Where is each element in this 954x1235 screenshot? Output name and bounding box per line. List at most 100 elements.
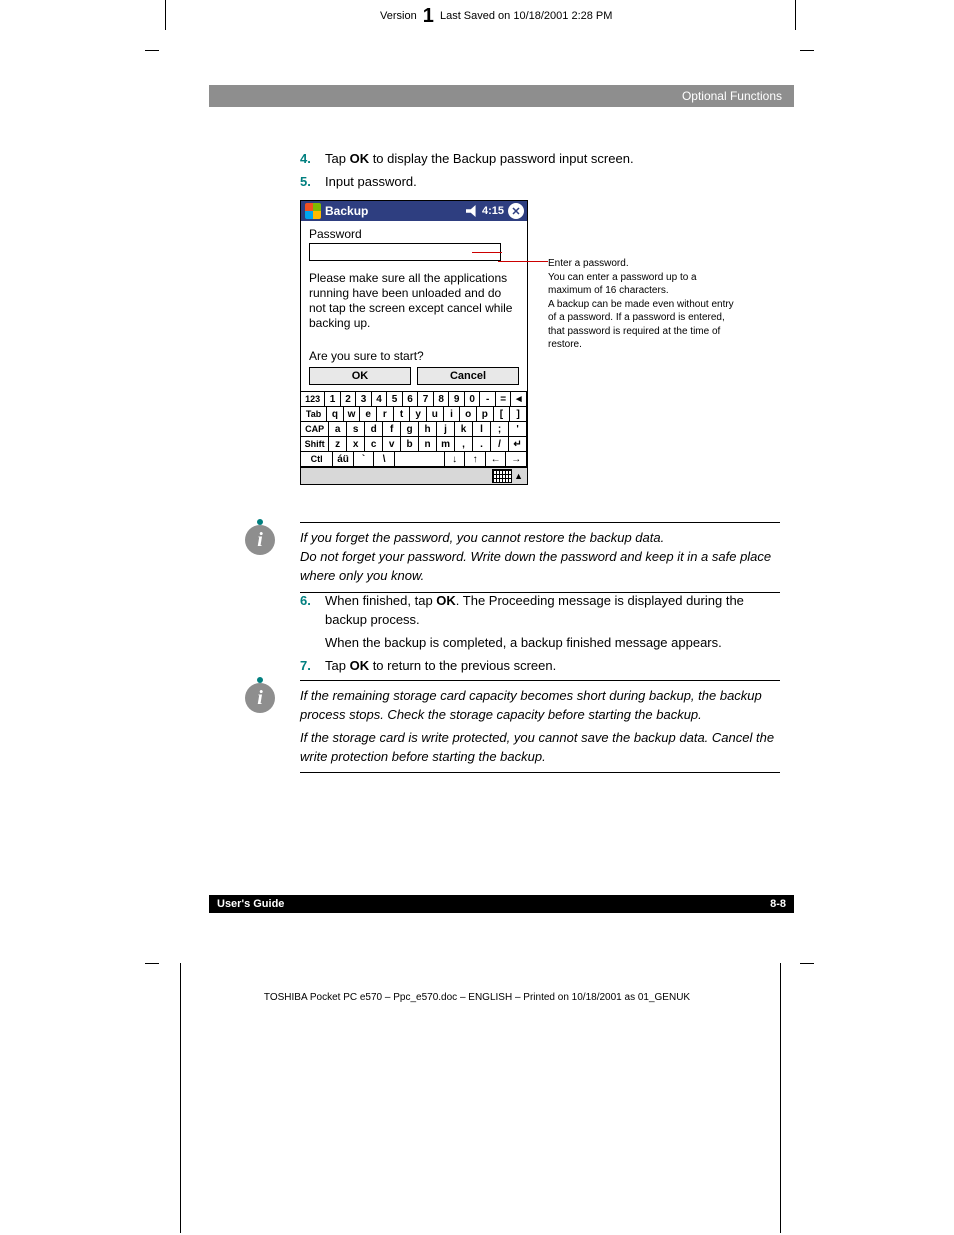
kb-key[interactable]: o	[460, 407, 477, 422]
text: Tap	[325, 151, 350, 166]
crop-mark	[180, 963, 181, 1233]
kb-key[interactable]: l	[473, 422, 491, 437]
kb-key[interactable]: q	[327, 407, 344, 422]
kb-key[interactable]: a	[329, 422, 347, 437]
kb-key[interactable]: j	[437, 422, 455, 437]
kb-key[interactable]: e	[360, 407, 377, 422]
kb-key[interactable]: i	[444, 407, 461, 422]
kb-key[interactable]: ;	[491, 422, 509, 437]
kb-key[interactable]: ↑	[465, 452, 486, 467]
kb-key[interactable]: t	[394, 407, 411, 422]
kb-spacebar[interactable]	[395, 452, 445, 467]
kb-key[interactable]: ↓	[445, 452, 466, 467]
kb-key[interactable]: 4	[372, 392, 388, 407]
kb-key[interactable]: 3	[356, 392, 372, 407]
kb-key[interactable]: ]	[510, 407, 527, 422]
kb-key[interactable]: p	[477, 407, 494, 422]
step-number: 4.	[300, 150, 325, 169]
version-label: Version	[380, 10, 417, 22]
kb-key[interactable]: c	[365, 437, 383, 452]
kb-key[interactable]: k	[455, 422, 473, 437]
keyboard-icon[interactable]	[492, 469, 512, 483]
password-input[interactable]	[309, 243, 501, 261]
up-arrow-icon[interactable]: ▲	[514, 471, 523, 481]
kb-key[interactable]: r	[377, 407, 394, 422]
kb-key[interactable]: áü	[333, 452, 354, 467]
kb-key[interactable]: v	[383, 437, 401, 452]
kb-key[interactable]: d	[365, 422, 383, 437]
kb-key[interactable]: 2	[341, 392, 357, 407]
kb-key[interactable]: z	[329, 437, 347, 452]
kb-key[interactable]: y	[410, 407, 427, 422]
text-bold: OK	[436, 593, 456, 608]
close-button[interactable]: ✕	[508, 203, 524, 219]
kb-key[interactable]: [	[494, 407, 511, 422]
kb-row: CAP a s d f g h j k l ; '	[301, 422, 527, 437]
kb-key[interactable]: 6	[403, 392, 419, 407]
kb-key[interactable]: ◄	[511, 392, 527, 407]
kb-key[interactable]: →	[506, 452, 527, 467]
clock: 4:15	[482, 205, 504, 217]
sip-bar: ▲	[301, 467, 527, 484]
kb-key[interactable]: 9	[449, 392, 465, 407]
step-4: 4. Tap OK to display the Backup password…	[300, 150, 780, 169]
page: Version 1 Last Saved on 10/18/2001 2:28 …	[0, 0, 954, 1235]
kb-key[interactable]: s	[347, 422, 365, 437]
kb-key[interactable]: CAP	[301, 422, 329, 437]
annotation-line: You can enter a password up to a maximum…	[548, 271, 738, 298]
kb-key[interactable]: .	[473, 437, 491, 452]
kb-key[interactable]: 123	[301, 392, 325, 407]
note-1: If you forget the password, you cannot r…	[300, 522, 780, 593]
note-text: If you forget the password, you cannot r…	[300, 529, 780, 548]
kb-row: Tab q w e r t y u i o p [ ]	[301, 407, 527, 422]
kb-key[interactable]: b	[401, 437, 419, 452]
kb-key[interactable]: -	[480, 392, 496, 407]
kb-key[interactable]: 1	[325, 392, 341, 407]
kb-key[interactable]: g	[401, 422, 419, 437]
soft-keyboard[interactable]: 123 1 2 3 4 5 6 7 8 9 0 - = ◄ Tab	[301, 391, 527, 467]
crop-mark	[145, 963, 159, 964]
kb-key[interactable]: =	[496, 392, 512, 407]
speaker-icon[interactable]	[466, 205, 478, 217]
crop-mark	[780, 963, 781, 1233]
kb-key[interactable]: n	[419, 437, 437, 452]
kb-key[interactable]: Ctl	[301, 452, 333, 467]
kb-key[interactable]: ↵	[509, 437, 527, 452]
kb-key[interactable]: 5	[387, 392, 403, 407]
step-number: 6.	[300, 592, 325, 653]
crop-mark	[795, 0, 796, 30]
kb-key[interactable]: w	[344, 407, 361, 422]
note-text: If the remaining storage card capacity b…	[300, 687, 780, 725]
kb-key[interactable]: `	[354, 452, 375, 467]
kb-key[interactable]: 7	[418, 392, 434, 407]
kb-key[interactable]: Tab	[301, 407, 327, 422]
steps-block-1: 4. Tap OK to display the Backup password…	[300, 150, 780, 196]
kb-key[interactable]: u	[427, 407, 444, 422]
kb-key[interactable]: x	[347, 437, 365, 452]
app-title: Backup	[325, 204, 466, 218]
kb-key[interactable]: ←	[486, 452, 507, 467]
windows-logo-icon[interactable]	[305, 203, 321, 219]
kb-key[interactable]: h	[419, 422, 437, 437]
kb-key[interactable]: '	[509, 422, 527, 437]
kb-key[interactable]: 0	[465, 392, 481, 407]
step-text: When finished, tap OK. The Proceeding me…	[325, 592, 780, 653]
crop-mark	[145, 50, 159, 51]
kb-key[interactable]: ,	[455, 437, 473, 452]
kb-key[interactable]: Shift	[301, 437, 329, 452]
kb-key[interactable]: \	[374, 452, 395, 467]
kb-key[interactable]: m	[437, 437, 455, 452]
kb-key[interactable]: f	[383, 422, 401, 437]
kb-key[interactable]: /	[491, 437, 509, 452]
text: to return to the previous screen.	[369, 658, 556, 673]
step-text: Input password.	[325, 173, 417, 192]
callout-line	[472, 252, 502, 253]
step-7: 7. Tap OK to return to the previous scre…	[300, 657, 780, 676]
footer-left: User's Guide	[217, 898, 284, 910]
kb-key[interactable]: 8	[434, 392, 450, 407]
cancel-button[interactable]: Cancel	[417, 367, 519, 385]
text: to display the Backup password input scr…	[369, 151, 633, 166]
kb-row: Ctl áü ` \ ↓ ↑ ← →	[301, 452, 527, 467]
ok-button[interactable]: OK	[309, 367, 411, 385]
step-text-line2: When the backup is completed, a backup f…	[325, 634, 780, 653]
